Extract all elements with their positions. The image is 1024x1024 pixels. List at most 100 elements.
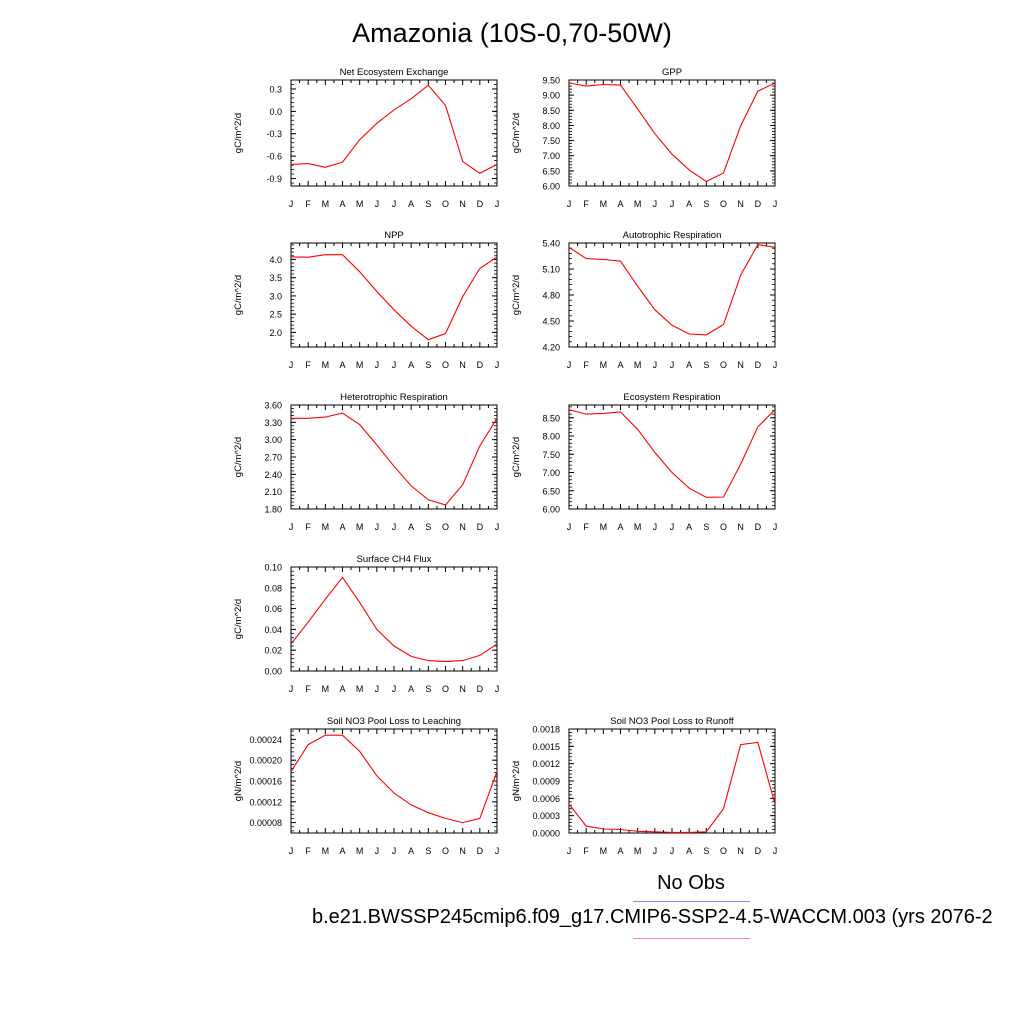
x-tick-label: S [703,522,709,532]
y-tick-label: 7.00 [542,151,560,161]
panel-frame [290,404,498,510]
x-tick-label: S [425,846,431,856]
x-tick-label: J [375,360,380,370]
x-tick-label: O [720,199,727,209]
x-tick-label: J [773,522,778,532]
x-tick-label: S [703,360,709,370]
panel-frame [568,79,776,187]
x-tick-label: N [737,522,744,532]
x-tick-label: J [773,360,778,370]
x-tick-label: A [686,846,692,856]
panel-title: GPP [662,67,682,78]
x-tick-label: J [289,522,294,532]
y-tick-label: 6.00 [542,505,560,515]
y-tick-label: 3.60 [264,401,282,411]
panel-ylabel: gC/m^2/d [233,113,244,153]
x-tick-label: J [773,199,778,209]
x-tick-label: J [495,522,500,532]
x-tick-label: F [583,522,589,532]
x-tick-label: F [583,846,589,856]
x-tick-label: F [305,199,311,209]
panel-frame [290,79,498,187]
x-tick-label: J [392,522,397,532]
x-tick-label: F [305,360,311,370]
y-tick-label: 0.3 [269,84,282,94]
panel-2: J F M A M J J A S O N D J6.006.507.007.508.008.509.0… [511,67,777,209]
x-tick-label: M [634,522,642,532]
x-tick-label: A [408,199,414,209]
x-tick-label: M [634,199,642,209]
y-tick-label: 8.00 [542,432,560,442]
x-tick-label: J [773,846,778,856]
y-tick-label: 6.00 [542,182,560,192]
y-tick-label: 4.0 [269,255,282,265]
x-tick-label: J [289,846,294,856]
x-tick-label: A [617,846,623,856]
y-tick-label: 8.00 [542,121,560,131]
figure-title: Amazonia (10S-0,70-50W) [352,18,672,48]
y-tick-label: 4.80 [542,291,560,301]
series-line [569,244,775,336]
x-tick-label: S [703,846,709,856]
x-tick-label: D [755,846,762,856]
y-tick-label: 7.50 [542,136,560,146]
x-tick-label: N [459,684,466,694]
x-tick-label: D [755,199,762,209]
panel-6: J F M A M J J A S O N D J6.006.507.007.508.008.50Eco… [511,392,777,532]
x-tick-label: D [755,360,762,370]
panel-frame [290,728,498,834]
y-tick-label: 8.50 [542,413,560,423]
panel-frame [290,242,498,348]
x-tick-label: J [567,360,572,370]
y-tick-label: 6.50 [542,166,560,176]
x-tick-label: J [670,522,675,532]
panel-ylabel: gC/m^2/d [233,599,244,639]
y-tick-label: 5.10 [542,265,560,275]
series-line [291,576,497,663]
x-tick-label: J [392,684,397,694]
x-tick-label: A [617,522,623,532]
x-tick-label: F [305,522,311,532]
x-tick-label: S [425,199,431,209]
y-tick-label: 5.40 [542,239,560,249]
panel-frame [290,566,498,672]
x-tick-label: A [686,522,692,532]
y-tick-label: 0.0012 [532,759,560,769]
x-tick-label: O [442,522,449,532]
x-tick-label: J [289,199,294,209]
y-tick-label: 3.5 [269,273,282,283]
x-tick-label: J [375,684,380,694]
panel-ylabel: gC/m^2/d [511,113,522,153]
x-tick-label: A [408,360,414,370]
x-tick-label: O [442,846,449,856]
x-tick-label: F [305,846,311,856]
x-tick-label: D [477,846,484,856]
x-tick-label: A [408,846,414,856]
y-tick-label: 9.50 [542,76,560,86]
panel-title: Ecosystem Respiration [623,392,720,403]
y-tick-label: 0.00024 [249,735,282,745]
x-tick-label: J [375,846,380,856]
y-tick-label: 7.50 [542,450,560,460]
y-tick-label: 6.50 [542,486,560,496]
x-tick-label: J [392,846,397,856]
x-tick-label: A [617,199,623,209]
x-tick-label: J [653,360,658,370]
x-tick-label: A [408,522,414,532]
x-tick-label: A [686,360,692,370]
x-tick-label: A [339,846,345,856]
y-tick-label: 0.0003 [532,811,560,821]
x-tick-label: N [459,360,466,370]
panel-ylabel: gN/m^2/d [511,761,522,801]
x-tick-label: J [670,846,675,856]
y-tick-label: -0.3 [266,129,282,139]
y-tick-label: 0.00 [264,667,282,677]
x-tick-label: M [634,360,642,370]
x-tick-label: N [737,360,744,370]
y-tick-label: 0.08 [264,583,282,593]
panel-ylabel: gC/m^2/d [233,437,244,477]
x-tick-label: J [495,684,500,694]
y-tick-label: 0.0000 [532,829,560,839]
x-tick-label: M [356,684,364,694]
